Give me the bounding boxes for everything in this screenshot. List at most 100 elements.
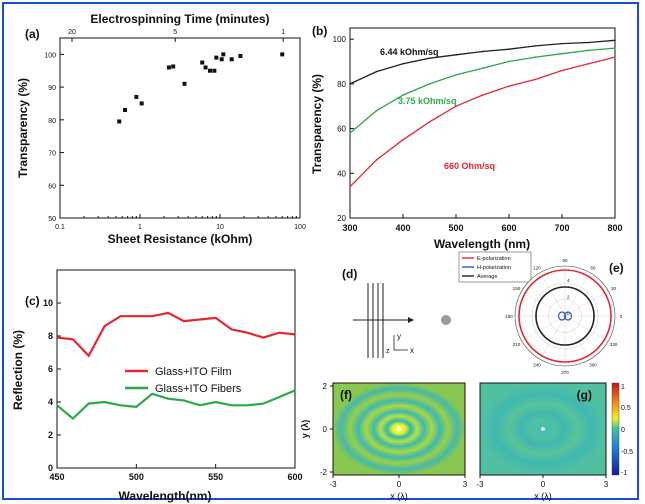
panel-b-data-point [508,85,510,87]
panel-c-data-point [151,392,154,395]
panel-d-label: (d) [342,267,357,281]
panel-b-lines [349,39,616,188]
panel-b-frame [349,27,616,219]
legend-label-average: Average [477,274,497,280]
panel-c-y-ticks: 0 2 4 6 8 10 [43,298,61,473]
panel-c-data-point [119,404,122,407]
colorbar-tick-label: -1 [621,470,627,477]
panel-c-y-tick-label: 10 [43,298,53,308]
panel-a: (a) Electrospinning Time (minutes) 20 5 1 … [16,12,306,246]
panel-c-data-point [167,312,169,314]
polar-spoke [564,290,609,317]
polar-spoke [564,272,591,317]
panel-b-data-point [561,42,563,45]
incident-arrow-head [408,317,414,323]
panel-c-data-point [214,316,217,319]
panel-c-data-point [230,404,233,407]
panel-a-y-tick-label: 90 [48,85,56,92]
polar-angle-label: 240 [533,362,541,367]
colorbar-tick-label: 1 [621,384,625,391]
panel-c-data-point [198,318,201,321]
panel-a-data-point [229,57,234,62]
panel-c-x-ticks: 450 500 550 600 [49,464,303,482]
panel-f-x-ticks: -3 0 3 [329,475,468,489]
panel-b-data-point [481,94,484,96]
figure-frame [2,2,639,500]
panel-c-data-point [262,402,265,405]
polar-spoke [521,315,566,342]
polar-angle-label: 90 [562,258,568,263]
polar-spoke [539,315,566,360]
panel-e: (e) E-polarization H-polarization Averag… [458,251,624,375]
axis-z-text: z [386,348,390,355]
panel-b-data-point [428,57,431,59]
panel-b-x-tick-label: 300 [342,223,357,233]
panel-c-data-point [183,320,185,323]
panel-c-lines [56,311,296,420]
panel-a-top-ticks: 20 5 1 [68,29,285,42]
panel-b-data-point [508,60,510,63]
panel-b-data-point [349,132,351,134]
panel-g-x-tick-label: 3 [604,480,609,489]
panel-b-data-point [428,83,431,85]
panel-c: (c) 450 500 550 600 0 2 4 6 8 10 Glass+ITO Film … [11,269,303,503]
panel-f-y-tick-label: -2 [320,468,328,477]
panel-c-data-point [183,399,185,402]
polar-angle-label: 210 [513,342,521,347]
panel-b-data-point [402,138,404,141]
panel-c-data-point [87,354,90,357]
panel-b-data-point [375,109,378,112]
panel-b-data-point [534,45,537,47]
panel-c-data-point [135,406,138,408]
panel-c-data-point [103,401,106,403]
polar-h-polarization-lobe [563,311,573,321]
panel-g-label: (g) [577,388,592,402]
panel-e-label: (e) [609,261,624,275]
panel-a-y-tick-label: 50 [48,216,56,223]
panel-b-series-line [349,47,616,134]
panel-b-data-point [587,49,590,52]
panel-b-annotation-black: 6.44 kOhm/sq [380,47,439,57]
panel-c-data-point [151,315,154,318]
panel-c-data-point [87,402,90,405]
panel-g-fiber-marker [541,427,545,431]
colorbar-tick-label: 0.5 [621,405,631,412]
panel-b-y-tick-label: 20 [337,214,346,223]
panel-b-x-tick-label: 600 [501,223,516,233]
panel-b-data-point [534,78,537,81]
panel-b-label: (b) [312,24,327,38]
panel-c-data-point [214,401,217,403]
panel-f-y-tick-label: 0 [323,425,328,434]
polar-e-polarization-curve [518,269,612,363]
panel-c-data-point [278,396,281,398]
panel-c-y-tick-label: 8 [48,331,53,341]
panel-c-x-tick-label: 450 [49,472,64,482]
panel-c-x-tick-label: 500 [129,472,144,482]
panel-a-x-tick-label: 1 [138,224,142,231]
panel-c-data-point [262,336,265,339]
polar-spoke [564,315,591,360]
panel-b-x-label: Wavelength (nm) [434,237,530,251]
panel-g-x-tick-label: -3 [476,480,484,489]
panel-c-data-point [246,331,249,334]
colorbar [611,382,620,476]
panel-b-data-point [534,56,537,58]
polar-spoke [564,315,609,342]
panel-c-label: (c) [25,294,40,308]
panel-a-data-point [117,119,122,124]
panel-b-y-tick-label: 100 [333,35,347,44]
panel-b-y-tick-label: 60 [337,125,346,134]
panel-c-y-tick-label: 0 [48,463,53,473]
panel-a-x-tick-label: 100 [294,224,306,231]
legend-label-fibers: Glass+ITO Fibers [155,383,242,395]
panel-b-data-point [508,48,510,51]
panel-c-y-tick-label: 2 [48,430,53,440]
panel-b-data-point [455,105,457,108]
panel-a-data-point [171,64,176,69]
panel-c-legend: Glass+ITO Film Glass+ITO Fibers [125,366,242,395]
panel-a-data-point [212,68,217,73]
panel-b-data-point [428,121,431,123]
panel-c-x-label: Wavelength(nm) [119,489,212,503]
panel-b-data-point [455,54,457,56]
